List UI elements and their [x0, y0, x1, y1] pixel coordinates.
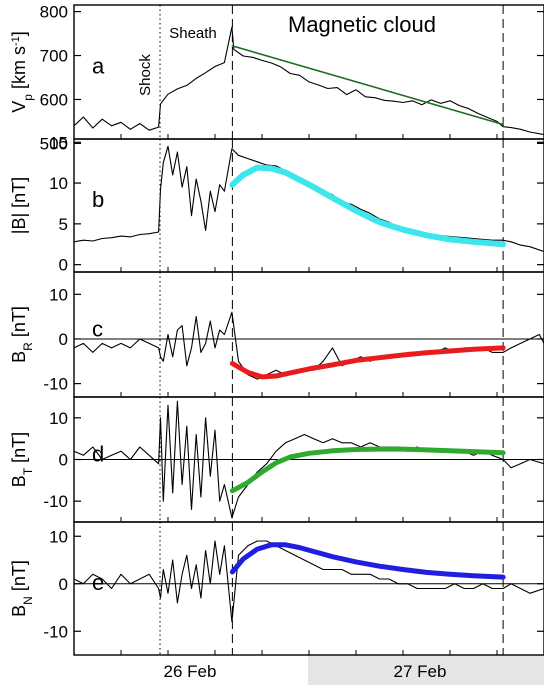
panel-letter-a: a: [92, 53, 105, 78]
panel-letter-c: c: [92, 316, 103, 341]
fit-curve-br: [229, 345, 506, 380]
y-axis-label-vp: Vp [km s-1]: [9, 31, 35, 113]
observed-line-b: [73, 145, 544, 253]
y-axis-label-unit-end: ]: [9, 31, 29, 36]
y-tick-label: 5: [59, 215, 68, 234]
y-tick-label: 0: [59, 451, 68, 470]
y-tick-label: 10: [49, 285, 68, 304]
panel-b: 0 5 10 15 b: [49, 133, 544, 275]
fit-curve-vp: [231, 45, 504, 126]
y-axis-label-unit: [nT]: [9, 306, 29, 342]
y-axis-label-unit: [nT]: [9, 432, 29, 468]
y-tick-label: 0: [59, 575, 68, 594]
observed-line-bn: [73, 540, 544, 623]
panel-bt: -10 0 10 d: [43, 396, 544, 523]
panel-br: -10 0 10 c: [43, 271, 544, 398]
y-tick-label: 500: [40, 134, 68, 153]
y-axis-label-bn: BN [nT]: [9, 560, 35, 617]
date-label-27-feb: 27 Feb: [394, 662, 447, 681]
y-axis-label-main: B: [9, 475, 29, 487]
y-tick-label: 10: [49, 174, 68, 193]
y-axis-label-main: |B| [nT]: [9, 177, 29, 234]
fit-curve-bn: [229, 542, 506, 580]
panel-bn: -10 0 10 e: [43, 521, 544, 656]
y-axis-label-sub: R: [21, 342, 35, 351]
sheath-label: Sheath: [169, 25, 217, 42]
y-axis-label-br: BR [nT]: [9, 306, 35, 363]
y-tick-label: 0: [59, 330, 68, 349]
y-tick-label: 10: [49, 527, 68, 546]
y-axis-label-main: B: [9, 351, 29, 363]
panel-letter-b: b: [92, 187, 104, 212]
shock-label: Shock: [137, 54, 154, 96]
y-tick-label: 700: [40, 47, 68, 66]
fit-curve-b: [229, 164, 507, 248]
y-axis-label-unit: [nT]: [9, 560, 29, 596]
y-tick-label: -10: [43, 622, 68, 641]
magnetic-cloud-title: Magnetic cloud: [288, 12, 436, 37]
y-tick-label: 800: [40, 3, 68, 22]
panel-vp: 500 600 700 800 a: [40, 3, 544, 153]
y-tick-label: -10: [43, 375, 68, 394]
y-axis-label-main: V: [9, 101, 29, 113]
panels: 500 600 700 800 a 0 5 10 15 b -10 0 10 c -10 0 10 d -10 0 10…: [40, 3, 544, 656]
y-axis-label-sup: -1: [10, 36, 22, 46]
y-axis-label-unit: [km s: [9, 46, 29, 94]
date-label-26-feb: 26 Feb: [164, 662, 217, 681]
y-tick-label: 10: [49, 409, 68, 428]
y-axis-label-sub: T: [21, 467, 35, 475]
y-axis-label-sub: p: [21, 94, 35, 101]
overlay: Vp [km s-1]|B| [nT]BR [nT]BT [nT]BN [nT]: [9, 31, 35, 617]
panel-letter-e: e: [92, 570, 104, 595]
y-axis-label-b: |B| [nT]: [9, 177, 29, 234]
y-tick-label: 15: [49, 133, 68, 152]
panel-letter-d: d: [92, 441, 104, 466]
fit-curve-bt: [229, 446, 506, 494]
y-tick-label: 0: [59, 256, 68, 275]
y-axis-label-bt: BT [nT]: [9, 432, 35, 487]
panel-frame: [73, 138, 544, 273]
observed-line-vp: [73, 26, 544, 136]
y-tick-label: 600: [40, 90, 68, 109]
panel-frame: [73, 271, 544, 398]
date-band-27-feb: [308, 655, 544, 685]
y-axis-label-sub: N: [21, 596, 35, 605]
y-axis-label-main: B: [9, 605, 29, 617]
y-tick-label: -10: [43, 492, 68, 511]
